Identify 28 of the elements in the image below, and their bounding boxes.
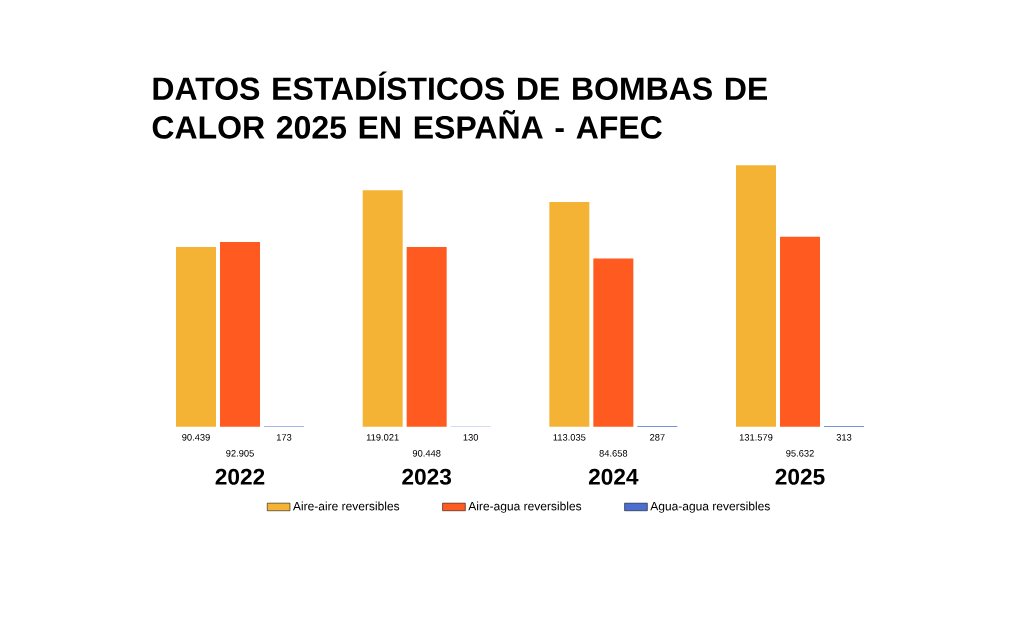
data-label: 84.658 [599, 450, 628, 457]
x-tick-label: 2025 [775, 468, 825, 485]
data-label: 92.905 [226, 450, 254, 457]
legend-label: Agua-agua reversibles [650, 501, 770, 513]
legend-label: Aire-aire reversibles [292, 501, 400, 511]
bar [736, 165, 777, 427]
data-label: 287 [650, 434, 665, 441]
legend-label: Aire-agua reversibles [468, 501, 582, 513]
data-label: 90.448 [412, 450, 441, 457]
data-label: 131.579 [739, 434, 773, 441]
bar [780, 236, 820, 427]
bar [406, 246, 447, 427]
data-label: 313 [836, 434, 852, 441]
bar [362, 190, 403, 427]
data-label: 173 [276, 434, 292, 441]
data-label: 119.021 [366, 434, 399, 441]
bar [549, 202, 590, 427]
x-tick-label: 2024 [588, 468, 639, 485]
data-label: 90.439 [182, 434, 210, 441]
bar [593, 258, 634, 427]
chart-title: DATOS ESTADÍSTICOS DE BOMBAS DE CALOR 2025 EN ESPAÑA - AFEC [152, 71, 768, 139]
bar [220, 242, 260, 427]
x-tick-label: 2022 [215, 468, 265, 485]
data-label: 113.035 [553, 434, 586, 441]
x-tick-label: 2023 [402, 468, 452, 485]
data-label: 95.632 [786, 450, 814, 457]
bar [176, 246, 216, 427]
data-label: 130 [463, 434, 479, 441]
